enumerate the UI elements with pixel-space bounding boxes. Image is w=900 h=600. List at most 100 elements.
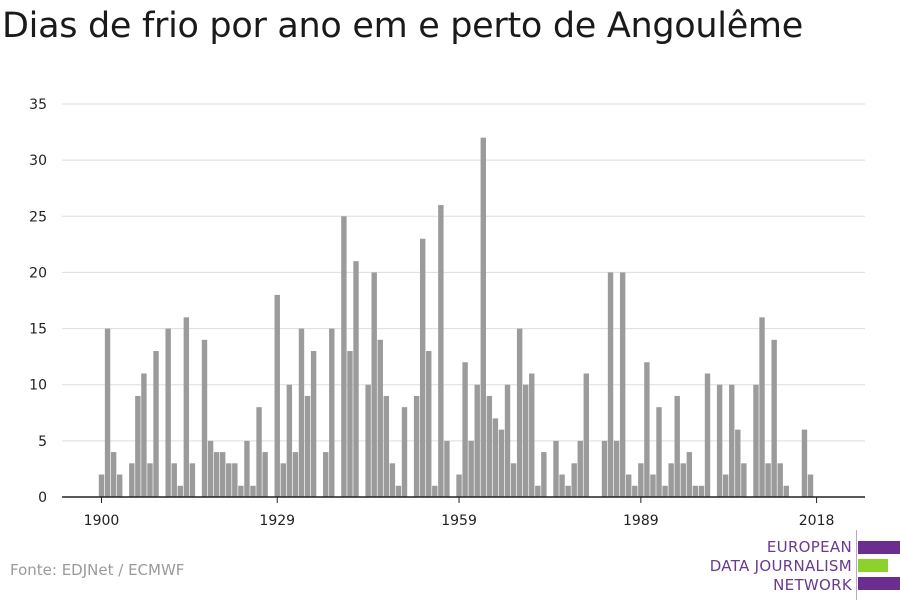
bar-1968 <box>510 463 517 497</box>
bar-1924 <box>244 440 250 497</box>
bar-1967 <box>504 384 511 497</box>
bar-1995 <box>674 395 680 497</box>
bar-1973 <box>541 452 547 497</box>
y-tick-label: 30 <box>29 153 47 169</box>
bar-1962 <box>474 384 480 497</box>
x-tick-label: 1929 <box>259 513 295 529</box>
bar-1918 <box>207 440 214 497</box>
x-tick-label: 2018 <box>799 513 835 529</box>
bar-1921 <box>226 463 232 497</box>
bar-1938 <box>329 328 335 497</box>
x-tick-label: 1959 <box>441 513 477 529</box>
y-tick-label: 20 <box>29 265 47 281</box>
bar-1952 <box>413 395 420 497</box>
bar-1979 <box>577 440 583 497</box>
bar-1963 <box>480 137 486 497</box>
x-tick-label: 1989 <box>623 513 659 529</box>
bar-1959 <box>456 474 462 497</box>
bar-1989 <box>638 463 644 497</box>
bar-1960 <box>462 362 468 497</box>
y-tick-label: 35 <box>29 97 47 113</box>
bar-1966 <box>498 429 505 497</box>
bar-1917 <box>201 339 208 497</box>
bar-1902 <box>110 452 117 497</box>
bar-1948 <box>389 463 396 497</box>
bar-1999 <box>698 485 705 497</box>
bar-1944 <box>365 384 371 497</box>
edjnet-logo: EUROPEAN DATA JOURNALISM NETWORK <box>705 530 900 600</box>
logo-line-1: EUROPEAN <box>766 538 852 556</box>
bar-1913 <box>177 485 183 497</box>
bar-1996 <box>680 463 686 497</box>
x-tick-label: 1900 <box>84 513 120 529</box>
bar-2016 <box>801 429 808 497</box>
bar-1991 <box>650 474 656 497</box>
bar-1923 <box>238 485 244 497</box>
y-tick-label: 0 <box>38 490 47 506</box>
bar-1969 <box>516 328 523 497</box>
bar-1980 <box>583 373 589 497</box>
bar-1930 <box>280 463 286 497</box>
bar-2009 <box>759 317 765 497</box>
bar-1911 <box>165 328 171 497</box>
logo-line-3: NETWORK <box>773 576 852 594</box>
bar-1986 <box>619 272 626 497</box>
bar-1961 <box>468 440 474 497</box>
bar-1934 <box>304 395 311 497</box>
y-tick-label: 15 <box>29 322 47 338</box>
bar-1956 <box>438 205 444 497</box>
bar-1942 <box>353 261 359 497</box>
bar-1957 <box>444 440 450 497</box>
bar-1977 <box>565 485 571 497</box>
bar-1931 <box>286 384 293 497</box>
bar-2003 <box>722 474 729 497</box>
bar-1941 <box>347 351 353 497</box>
bar-2006 <box>741 463 747 497</box>
bar-1900 <box>98 474 105 497</box>
bar-1950 <box>401 407 408 497</box>
bar-1997 <box>686 452 693 497</box>
bar-1975 <box>553 440 559 497</box>
bar-1903 <box>116 474 123 497</box>
bar-1971 <box>529 373 535 497</box>
bar-1953 <box>419 238 426 498</box>
bar-1932 <box>292 452 299 497</box>
bar-2000 <box>704 373 711 497</box>
bar-2011 <box>771 339 777 497</box>
bar-2002 <box>716 384 723 497</box>
logo-bar-green <box>858 559 888 572</box>
logo-line-2: DATA JOURNALISM <box>709 557 852 575</box>
bar-1912 <box>171 463 177 497</box>
bar-1909 <box>153 351 159 497</box>
bar-1915 <box>189 463 196 497</box>
bar-1926 <box>256 407 262 497</box>
bars <box>98 137 814 498</box>
bar-1946 <box>377 339 383 497</box>
bar-1908 <box>147 463 153 497</box>
bar-1922 <box>232 463 238 497</box>
bar-1994 <box>668 463 674 497</box>
logo-bar-purple-top <box>858 541 900 554</box>
bar-1984 <box>607 272 614 497</box>
bar-1972 <box>535 485 541 497</box>
bar-1933 <box>298 328 305 497</box>
bar-2017 <box>807 474 814 497</box>
chart-title: Dias de frio por ano em e perto de Angou… <box>2 6 803 46</box>
bar-1976 <box>559 474 565 497</box>
bar-1988 <box>632 485 638 497</box>
bar-2008 <box>753 384 759 497</box>
bar-2005 <box>735 429 741 497</box>
bar-1901 <box>104 328 111 497</box>
y-axis-labels: 0 5 10 15 20 25 30 35 <box>29 97 47 506</box>
bar-1970 <box>523 384 529 497</box>
bar-1927 <box>262 452 268 497</box>
bar-1940 <box>341 216 347 498</box>
bar-1992 <box>656 407 662 497</box>
bar-1998 <box>692 485 699 497</box>
y-tick-label: 5 <box>38 434 47 450</box>
bar-1965 <box>492 418 499 497</box>
bar-1985 <box>613 440 620 497</box>
bar-1983 <box>601 440 608 497</box>
x-axis-ticks: 1900 1929 1959 1989 2018 <box>84 497 835 529</box>
bar-1935 <box>310 351 317 497</box>
